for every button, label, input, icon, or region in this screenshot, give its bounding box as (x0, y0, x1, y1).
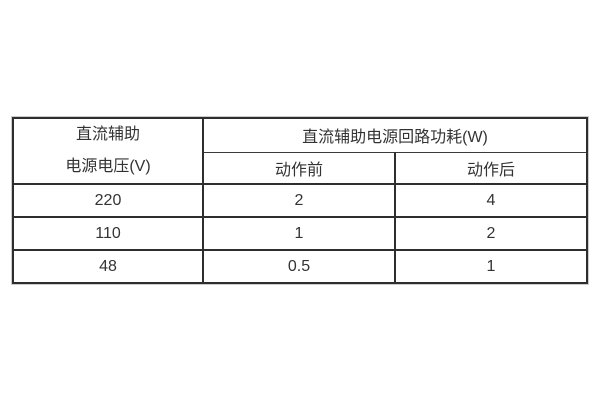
cell-power-before: 2 (202, 183, 396, 218)
table-row-48v: 48 0.5 1 (12, 249, 589, 284)
header-row-sub: 动作前 动作后 (13, 151, 589, 185)
header-cell-power-consumption: 直流辅助电源回路功耗(W) (201, 117, 589, 153)
cell-power-before: 1 (202, 216, 396, 251)
subheader-cell-after-action: 动作后 (393, 151, 589, 185)
cell-voltage: 110 (12, 216, 204, 251)
header-row-top: 直流辅助 电源电压(V) 直流辅助电源回路功耗(W) (12, 117, 589, 185)
table-row-110v: 110 1 2 (12, 216, 589, 251)
cell-voltage: 48 (12, 249, 204, 284)
table-row-220v: 220 2 4 (12, 183, 589, 218)
header-voltage-line2: 电源电压(V) (65, 158, 151, 175)
cell-power-after: 2 (393, 216, 589, 251)
header-cell-voltage: 直流辅助 电源电压(V) (12, 117, 204, 185)
cell-voltage: 220 (12, 183, 204, 218)
cell-power-before: 0.5 (202, 249, 396, 284)
subheader-cell-before-action: 动作前 (202, 151, 396, 185)
dc-aux-power-consumption-table: 直流辅助 电源电压(V) 直流辅助电源回路功耗(W) 动作前 动作后 220 2… (12, 117, 589, 284)
cell-power-after: 1 (393, 249, 589, 284)
cell-power-after: 4 (393, 183, 589, 218)
header-voltage-line1: 直流辅助 (75, 126, 140, 143)
